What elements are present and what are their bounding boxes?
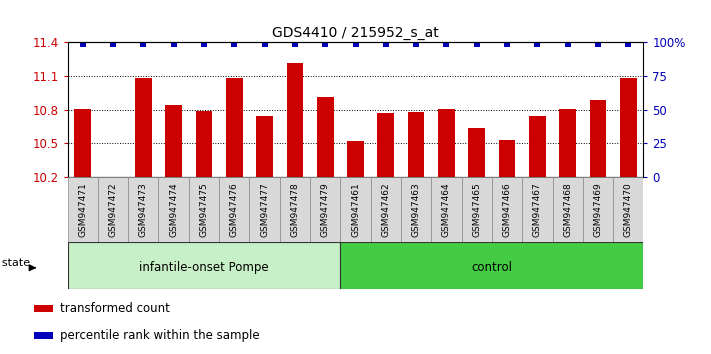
Bar [461,177,492,242]
Bar [583,177,613,242]
Text: GSM947470: GSM947470 [624,182,633,237]
Text: GSM947462: GSM947462 [381,182,390,237]
Bar [341,177,370,242]
Bar [68,177,98,242]
Title: GDS4410 / 215952_s_at: GDS4410 / 215952_s_at [272,26,439,40]
Point [289,41,301,46]
Point [168,41,179,46]
Bar [287,63,303,177]
Point [380,41,392,46]
Bar [159,177,189,242]
Bar [347,141,364,177]
Bar [317,97,333,177]
Text: infantile-onset Pompe: infantile-onset Pompe [139,261,269,274]
Point [592,41,604,46]
Text: control: control [471,261,513,274]
Bar [620,78,636,177]
Text: GSM947473: GSM947473 [139,182,148,237]
Point [228,41,240,46]
Point [532,41,543,46]
Text: percentile rank within the sample: percentile rank within the sample [60,329,260,342]
Bar [529,116,546,177]
Bar [432,177,461,242]
Bar [189,177,219,242]
Bar [469,128,485,177]
Bar [401,177,432,242]
Text: GSM947476: GSM947476 [230,182,239,237]
Bar [196,111,213,177]
Text: GSM947469: GSM947469 [594,182,602,237]
Bar [75,109,91,177]
Point [441,41,452,46]
Point [198,41,210,46]
Bar [128,177,159,242]
Bar [226,78,242,177]
Bar [370,177,401,242]
Text: GSM947477: GSM947477 [260,182,269,237]
Bar [165,105,182,177]
Text: GSM947463: GSM947463 [412,182,421,237]
Bar [279,177,310,242]
Bar [438,109,455,177]
Text: GSM947478: GSM947478 [290,182,299,237]
Bar [34,304,53,312]
Text: GSM947471: GSM947471 [78,182,87,237]
Text: transformed count: transformed count [60,302,170,315]
Text: GSM947474: GSM947474 [169,182,178,237]
Bar [613,177,643,242]
Bar [105,177,122,178]
Point [319,41,331,46]
Point [259,41,270,46]
Bar [98,177,128,242]
Text: GSM947479: GSM947479 [321,182,330,237]
Text: GSM947467: GSM947467 [533,182,542,237]
Bar [408,112,424,177]
Bar [492,177,522,242]
Bar [589,99,606,177]
Point [138,41,149,46]
Bar [219,177,250,242]
Bar [135,78,151,177]
Bar [34,332,53,339]
Bar [522,177,552,242]
Bar [341,242,643,289]
Text: disease state: disease state [0,258,31,268]
Bar [560,109,576,177]
Bar [68,242,341,289]
Point [471,41,483,46]
Text: GSM947464: GSM947464 [442,182,451,237]
Text: GSM947472: GSM947472 [109,182,117,237]
Text: GSM947466: GSM947466 [503,182,511,237]
Point [350,41,361,46]
Bar [498,140,515,177]
Text: GSM947465: GSM947465 [472,182,481,237]
Point [107,41,119,46]
Bar [256,116,273,177]
Point [410,41,422,46]
Bar [250,177,279,242]
Bar [310,177,341,242]
Point [623,41,634,46]
Text: GSM947468: GSM947468 [563,182,572,237]
Bar [378,113,394,177]
Point [501,41,513,46]
Text: GSM947461: GSM947461 [351,182,360,237]
Bar [552,177,583,242]
Point [562,41,573,46]
Point [77,41,88,46]
Text: GSM947475: GSM947475 [200,182,208,237]
